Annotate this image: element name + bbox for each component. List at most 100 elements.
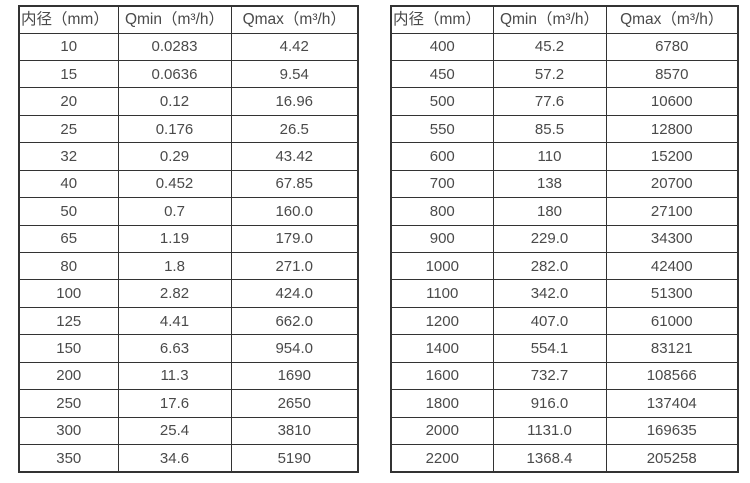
table-cell: 700: [390, 169, 494, 199]
table-row: 800 180 27100: [390, 197, 739, 226]
table-row: 15 0.0636 9.54: [18, 59, 359, 89]
table-row: 300 25.4 3810: [18, 416, 359, 446]
table-row: 200 11.3 1690: [18, 361, 359, 391]
table-cell: 43.42: [230, 142, 359, 171]
table-cell: 25.4: [117, 416, 232, 446]
table-cell: 20: [18, 87, 119, 116]
table-cell: 450: [390, 59, 494, 89]
table-cell: 1.19: [117, 224, 232, 254]
header-cell: Qmin（m³/h）: [117, 5, 232, 34]
table-cell: 26.5: [230, 114, 359, 144]
table-cell: 17.6: [117, 389, 232, 418]
table-row: 450 57.2 8570: [390, 59, 739, 89]
flow-rate-table-right: 内径（mm） Qmin（m³/h） Qmax（m³/h） 400 45.2 6780 450…: [390, 5, 739, 473]
table-cell: 282.0: [492, 251, 607, 281]
table-cell: 80: [18, 251, 119, 281]
table-cell: 250: [18, 389, 119, 418]
table-cell: 424.0: [230, 279, 359, 308]
table-cell: 0.452: [117, 169, 232, 199]
table-cell: 2200: [390, 444, 494, 473]
header-row: 内径（mm） Qmin（m³/h） Qmax（m³/h）: [390, 5, 739, 34]
table-cell: 9.54: [230, 59, 359, 89]
table-row: 2000 1131.0 169635: [390, 416, 739, 446]
table-cell: 32: [18, 142, 119, 171]
table-cell: 83121: [605, 334, 739, 363]
table-row: 150 6.63 954.0: [18, 334, 359, 363]
table-cell: 2650: [230, 389, 359, 418]
table-row: 32 0.29 43.42: [18, 142, 359, 171]
header-row: 内径（mm） Qmin（m³/h） Qmax（m³/h）: [18, 5, 359, 34]
table-cell: 2000: [390, 416, 494, 446]
table-cell: 1368.4: [492, 444, 607, 473]
table-cell: 554.1: [492, 334, 607, 363]
table-cell: 15: [18, 59, 119, 89]
table-cell: 50: [18, 197, 119, 226]
table-cell: 916.0: [492, 389, 607, 418]
table-cell: 300: [18, 416, 119, 446]
table-cell: 6780: [605, 32, 739, 61]
table-cell: 125: [18, 306, 119, 336]
table-cell: 34.6: [117, 444, 232, 473]
table-cell: 67.85: [230, 169, 359, 199]
table-cell: 0.0636: [117, 59, 232, 89]
table-row: 1800 916.0 137404: [390, 389, 739, 418]
table-cell: 229.0: [492, 224, 607, 254]
table-cell: 16.96: [230, 87, 359, 116]
table-row: 2200 1368.4 205258: [390, 444, 739, 473]
table-cell: 2.82: [117, 279, 232, 308]
table-cell: 0.7: [117, 197, 232, 226]
table-cell: 8570: [605, 59, 739, 89]
table-cell: 3810: [230, 416, 359, 446]
table-cell: 150: [18, 334, 119, 363]
header-cell: Qmax（m³/h）: [605, 5, 739, 34]
table-row: 125 4.41 662.0: [18, 306, 359, 336]
table-cell: 1100: [390, 279, 494, 308]
table-row: 1100 342.0 51300: [390, 279, 739, 308]
table-row: 550 85.5 12800: [390, 114, 739, 144]
table-cell: 179.0: [230, 224, 359, 254]
table-cell: 1000: [390, 251, 494, 281]
table-cell: 407.0: [492, 306, 607, 336]
table-cell: 108566: [605, 361, 739, 391]
table-cell: 1690: [230, 361, 359, 391]
table-cell: 110: [492, 142, 607, 171]
table-cell: 11.3: [117, 361, 232, 391]
table-cell: 1.8: [117, 251, 232, 281]
table-cell: 61000: [605, 306, 739, 336]
table-cell: 45.2: [492, 32, 607, 61]
table-cell: 1600: [390, 361, 494, 391]
table-cell: 954.0: [230, 334, 359, 363]
header-cell: 内径（mm）: [390, 5, 494, 34]
table-row: 900 229.0 34300: [390, 224, 739, 254]
table-cell: 0.0283: [117, 32, 232, 61]
table-cell: 65: [18, 224, 119, 254]
table-cell: 662.0: [230, 306, 359, 336]
table-cell: 0.29: [117, 142, 232, 171]
table-cell: 10600: [605, 87, 739, 116]
table-cell: 34300: [605, 224, 739, 254]
table-cell: 732.7: [492, 361, 607, 391]
table-cell: 1200: [390, 306, 494, 336]
table-row: 80 1.8 271.0: [18, 251, 359, 281]
table-cell: 77.6: [492, 87, 607, 116]
header-cell: 内径（mm）: [18, 5, 119, 34]
table-cell: 51300: [605, 279, 739, 308]
header-cell: Qmax（m³/h）: [230, 5, 359, 34]
table-cell: 100: [18, 279, 119, 308]
table-cell: 137404: [605, 389, 739, 418]
table-cell: 350: [18, 444, 119, 473]
table-cell: 500: [390, 87, 494, 116]
table-cell: 600: [390, 142, 494, 171]
table-row: 65 1.19 179.0: [18, 224, 359, 254]
header-cell: Qmin（m³/h）: [492, 5, 607, 34]
table-cell: 5190: [230, 444, 359, 473]
table-cell: 342.0: [492, 279, 607, 308]
table-row: 1400 554.1 83121: [390, 334, 739, 363]
table-row: 40 0.452 67.85: [18, 169, 359, 199]
table-row: 1200 407.0 61000: [390, 306, 739, 336]
table-row: 50 0.7 160.0: [18, 197, 359, 226]
table-row: 400 45.2 6780: [390, 32, 739, 61]
table-row: 250 17.6 2650: [18, 389, 359, 418]
table-row: 350 34.6 5190: [18, 444, 359, 473]
